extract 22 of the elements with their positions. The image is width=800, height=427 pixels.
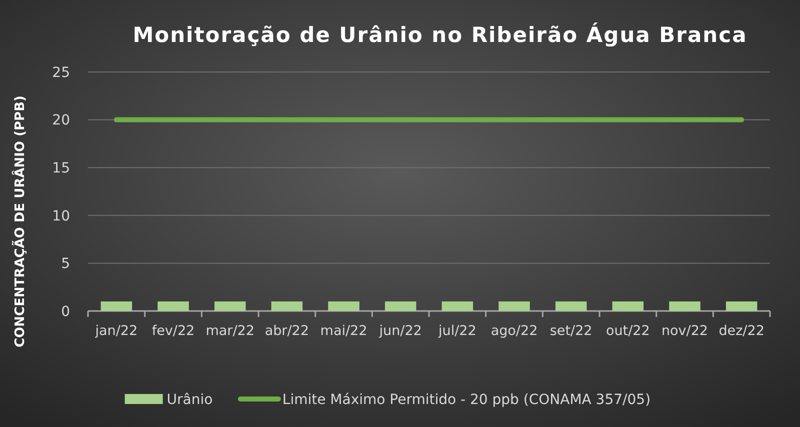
y-tick-label: 25 <box>52 64 70 81</box>
y-axis-title: CONCENTRAÇÃO DE URÂNIO (PPB) <box>11 96 28 348</box>
y-tick-label: 20 <box>52 112 70 129</box>
x-tick-label: mai/22 <box>320 323 368 339</box>
chart-title: Monitoração de Urânio no Ribeirão Água Branca <box>132 22 748 47</box>
y-tick-label: 5 <box>61 256 70 272</box>
legend-label: Urânio <box>166 392 213 408</box>
x-tick-label: dez/22 <box>718 323 764 339</box>
legend-label: Limite Máximo Permitido - 20 ppb (CONAMA 357/05) <box>282 392 651 408</box>
x-tick-label: mar/22 <box>206 323 254 339</box>
x-tick-label: nov/22 <box>661 323 708 339</box>
x-tick-label: jul/22 <box>438 323 476 339</box>
y-tick-label: 0 <box>61 304 70 320</box>
y-tick-label: 15 <box>52 160 70 176</box>
x-tick-label: set/22 <box>550 323 592 339</box>
x-tick-label: ago/22 <box>490 323 538 339</box>
x-tick-label: jun/22 <box>378 323 422 339</box>
x-tick-label: jan/22 <box>94 323 138 339</box>
x-tick-label: fev/22 <box>152 323 195 339</box>
y-tick-label: 10 <box>52 208 70 224</box>
x-tick-label: abr/22 <box>264 323 309 339</box>
x-tick-label: out/22 <box>606 323 650 339</box>
